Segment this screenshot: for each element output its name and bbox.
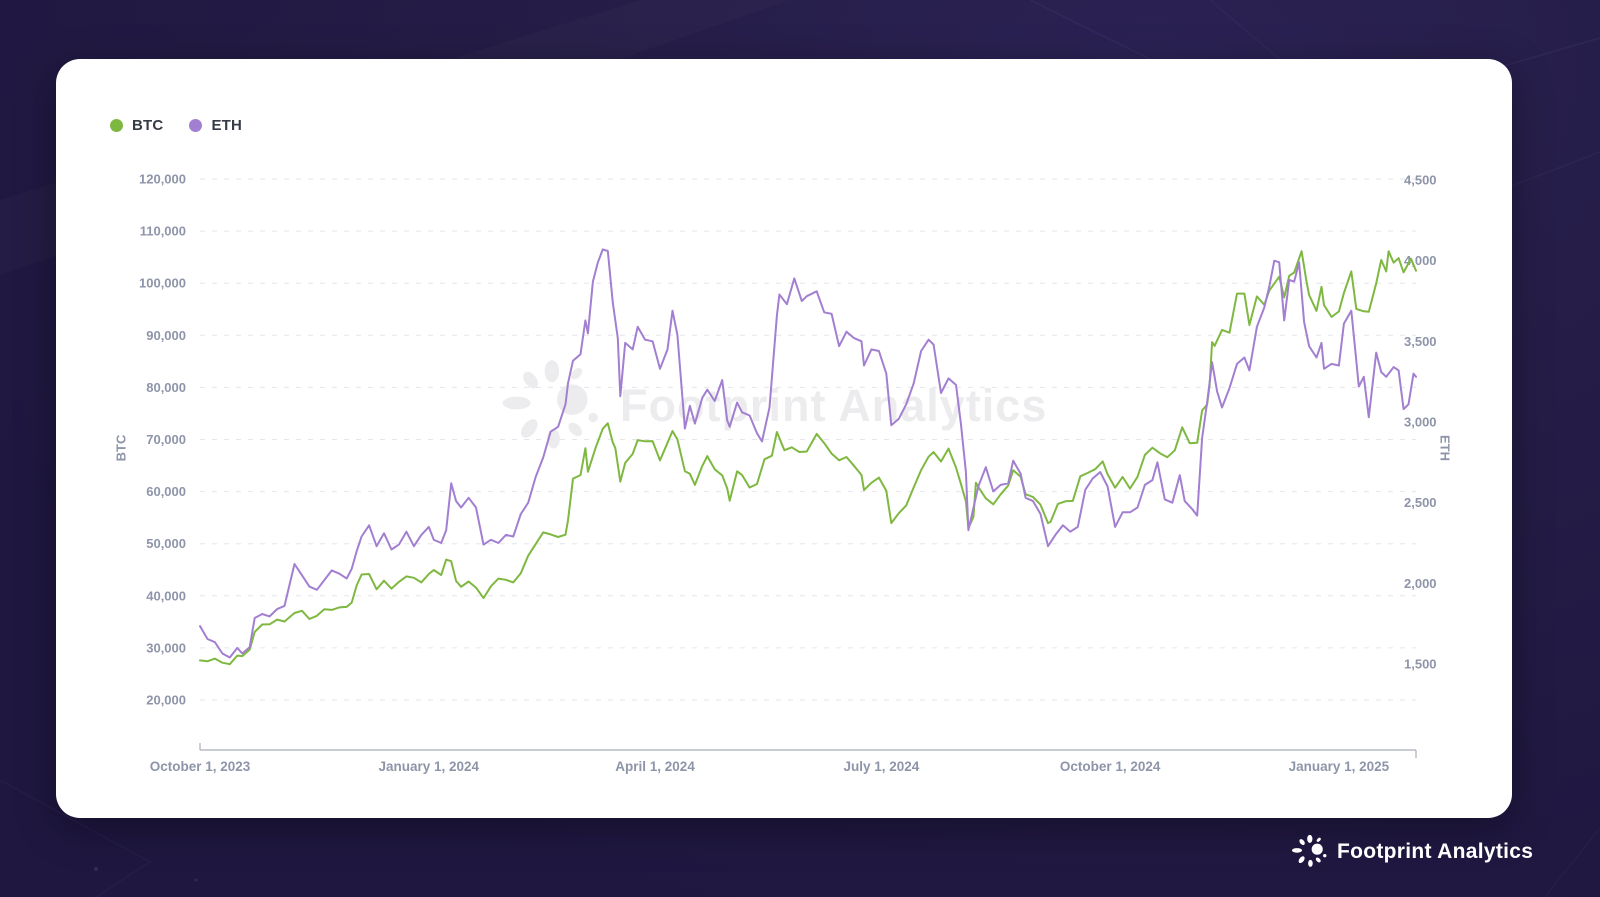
eth-axis-tick-label: 4,000 [1404,253,1437,268]
btc-legend-dot [110,119,123,132]
eth-axis-tick-label: 1,500 [1404,657,1437,672]
chart-legend: BTC ETH [110,117,242,134]
watermark: Footprint Analytics [500,355,1047,457]
eth-axis-tick-label: 3,000 [1404,415,1437,430]
eth-legend-label: ETH [211,117,243,134]
btc-axis-tick-label: 120,000 [139,172,186,187]
footprint-flower-icon [502,360,598,449]
btc-axis-tick-label: 110,000 [140,224,186,239]
chart-card: Footprint Analytics 120,000 110,000 100,00… [56,59,1512,818]
left-axis-title: BTC [113,434,129,462]
eth-line[interactable] [199,248,1417,659]
footprint-logo-text: Footprint Analytics [1337,839,1534,863]
footprint-logo: Footprint Analytics [1291,833,1533,870]
price-line-chart[interactable]: 120,000 110,000 100,000 90,000 80,000 70,000 6… [56,59,1512,818]
x-axis-date-label: October 1, 2023 [150,759,251,774]
btc-axis-tick-label: 70,000 [146,432,186,447]
watermark-text: Footprint Analytics [620,380,1048,431]
x-axis-date-label: July 1, 2024 [843,759,919,774]
btc-axis-tick-label: 40,000 [146,588,186,603]
btc-legend-label: BTC [132,117,164,134]
eth-axis-tick-label: 2,000 [1404,576,1437,591]
btc-axis-tick-label: 100,000 [139,276,186,291]
eth-axis-tick-label: 2,500 [1404,495,1437,510]
btc-axis-tick-label: 90,000 [146,328,186,343]
eth-legend-dot [189,119,203,132]
btc-axis-tick-label: 60,000 [146,484,186,499]
btc-axis-tick-label: 20,000 [146,693,186,708]
x-axis-date-label: October 1, 2024 [1060,759,1161,774]
legend-item-eth[interactable]: ETH [189,117,242,134]
btc-line[interactable] [199,250,1417,666]
eth-axis-tick-label: 4,500 [1404,173,1437,188]
btc-axis-tick-label: 50,000 [146,536,186,551]
footprint-flower-icon [1291,834,1327,867]
right-axis-title: ETH [1437,435,1453,461]
legend-item-btc[interactable]: BTC [110,117,163,134]
btc-axis-tick-label: 80,000 [146,380,186,395]
btc-axis-tick-label: 30,000 [146,640,186,655]
eth-axis-tick-label: 3,500 [1404,334,1437,349]
x-axis-date-label: January 1, 2024 [378,759,479,774]
x-axis-date-label: April 1, 2024 [615,759,695,774]
x-axis-date-label: January 1, 2025 [1289,759,1390,774]
